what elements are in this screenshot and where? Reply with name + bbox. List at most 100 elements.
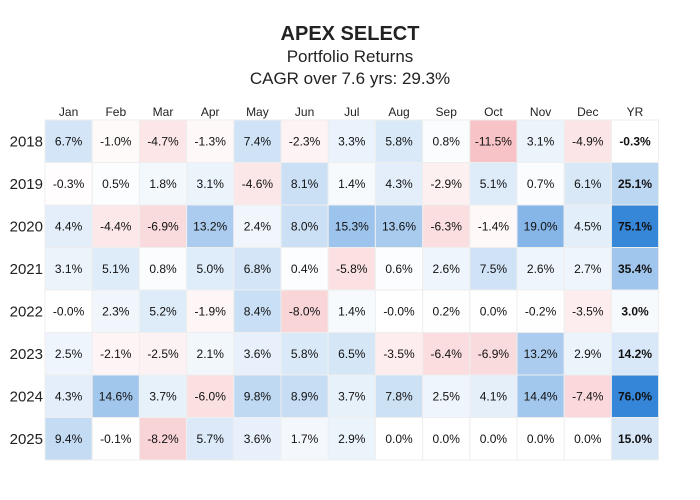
heatmap-cell: [138, 417, 188, 461]
heatmap-cell: [327, 332, 376, 376]
heatmap-cell: [91, 204, 140, 248]
cell-value-label: 2.6%: [527, 262, 555, 276]
cell-value-label: 2.4%: [244, 219, 272, 233]
cell-value-label: -1.4%: [478, 219, 510, 233]
heatmap-cell: [233, 417, 282, 461]
cell-value-label: 8.4%: [244, 304, 272, 318]
heatmap-cell: [610, 204, 660, 248]
chart-cagr-subtitle: CAGR over 7.6 yrs: 29.3%: [250, 69, 450, 88]
heatmap-cell: [374, 162, 424, 206]
cell-value-label: 0.0%: [480, 304, 508, 318]
cell-value-label: -4.6%: [242, 177, 274, 191]
cell-value-label: 1.7%: [291, 432, 319, 446]
heatmap-cell: [233, 162, 282, 206]
cell-value-label: 0.0%: [433, 432, 461, 446]
year-total-label: 75.1%: [618, 219, 652, 233]
heatmap-cell: [516, 332, 565, 376]
cell-value-label: 2.5%: [55, 347, 83, 361]
cell-value-label: -0.3%: [53, 177, 85, 191]
cell-value-label: 8.1%: [291, 177, 319, 191]
cell-value-label: 0.0%: [574, 432, 602, 446]
cell-value-label: 0.4%: [291, 262, 319, 276]
heatmap-cell: [233, 332, 282, 376]
cell-value-label: 2.9%: [338, 432, 366, 446]
cell-value-label: 0.7%: [527, 177, 555, 191]
year-total-label: 3.0%: [621, 304, 649, 318]
heatmap-cell: [186, 289, 235, 333]
heatmap-cell: [44, 162, 93, 206]
cell-value-label: -11.5%: [475, 134, 512, 148]
heatmap-cell: [610, 162, 660, 206]
year-total-label: 14.2%: [618, 347, 652, 361]
heatmap-cell: [422, 289, 471, 333]
cell-value-label: -2.3%: [289, 134, 321, 148]
heatmap-cell: [327, 417, 376, 461]
cell-value-label: 1.8%: [149, 177, 177, 191]
cell-value-label: 3.3%: [338, 134, 366, 148]
heatmap-cell: [138, 247, 188, 291]
heatmap-cell: [563, 332, 612, 376]
heatmap-cell: [516, 417, 565, 461]
column-label: Mar: [153, 105, 174, 119]
heatmap-cell: [469, 119, 518, 163]
cell-value-label: -2.9%: [431, 177, 463, 191]
cell-value-label: 8.0%: [291, 219, 319, 233]
cell-value-label: -4.7%: [147, 134, 179, 148]
cell-value-label: 5.7%: [197, 432, 225, 446]
cell-value-label: 3.7%: [338, 389, 366, 403]
heatmap-cell: [91, 119, 140, 163]
heatmap-cell: [233, 374, 282, 418]
cell-value-label: -0.0%: [53, 304, 85, 318]
cell-value-label: 9.8%: [244, 389, 272, 403]
heatmap-cell: [469, 332, 518, 376]
heatmap-cell: [138, 162, 188, 206]
heatmap-cell: [186, 162, 235, 206]
cell-value-label: 0.8%: [149, 262, 177, 276]
cell-value-label: 0.6%: [385, 262, 413, 276]
heatmap-cell: [469, 374, 518, 418]
cell-value-label: -5.8%: [336, 262, 368, 276]
cell-value-label: -6.9%: [478, 347, 510, 361]
chart-title: APEX SELECT: [281, 23, 420, 45]
cell-value-label: -6.3%: [431, 219, 463, 233]
cell-value-label: 13.2%: [193, 219, 227, 233]
heatmap-cell: [563, 289, 612, 333]
cell-value-label: 4.3%: [55, 389, 83, 403]
heatmap-cell: [469, 247, 518, 291]
cell-value-label: -6.4%: [431, 347, 463, 361]
heatmap-cell: [563, 119, 612, 163]
cell-value-label: 0.8%: [433, 134, 461, 148]
heatmap-cell: [44, 119, 93, 163]
row-label: 2022: [10, 303, 43, 320]
cell-value-label: 3.6%: [244, 432, 272, 446]
cell-value-label: 2.3%: [102, 304, 130, 318]
cell-value-label: 6.5%: [338, 347, 366, 361]
heatmap-cell: [610, 374, 660, 418]
cell-value-label: -2.1%: [100, 347, 132, 361]
year-total-label: 76.0%: [618, 389, 652, 403]
heatmap-cell: [327, 247, 376, 291]
heatmap-cell: [422, 417, 471, 461]
heatmap-cell: [186, 417, 235, 461]
row-label: 2025: [10, 431, 43, 448]
heatmap-cells: 6.7% -1.0% -4.7% -1.3% 7.4% -2.3% 3.3% 5.8% 0.8%…: [44, 119, 660, 461]
heatmap-cell: [280, 374, 329, 418]
cell-value-label: -6.9%: [147, 219, 179, 233]
cell-value-label: 0.0%: [385, 432, 413, 446]
heatmap-cell: [186, 374, 235, 418]
row-label: 2019: [10, 176, 43, 193]
column-label: May: [246, 105, 269, 119]
cell-value-label: 19.0%: [524, 219, 558, 233]
cell-value-label: 9.4%: [55, 432, 83, 446]
column-label: YR: [627, 105, 644, 119]
row-label: 2020: [10, 218, 43, 235]
heatmap-cell: [374, 332, 424, 376]
cell-value-label: 15.3%: [335, 219, 369, 233]
heatmap-cell: [138, 374, 188, 418]
cell-value-label: 5.1%: [480, 177, 508, 191]
heatmap-cell: [280, 119, 329, 163]
heatmap-cell: [138, 289, 188, 333]
cell-value-label: 3.6%: [244, 347, 272, 361]
cell-value-label: 7.4%: [244, 134, 272, 148]
